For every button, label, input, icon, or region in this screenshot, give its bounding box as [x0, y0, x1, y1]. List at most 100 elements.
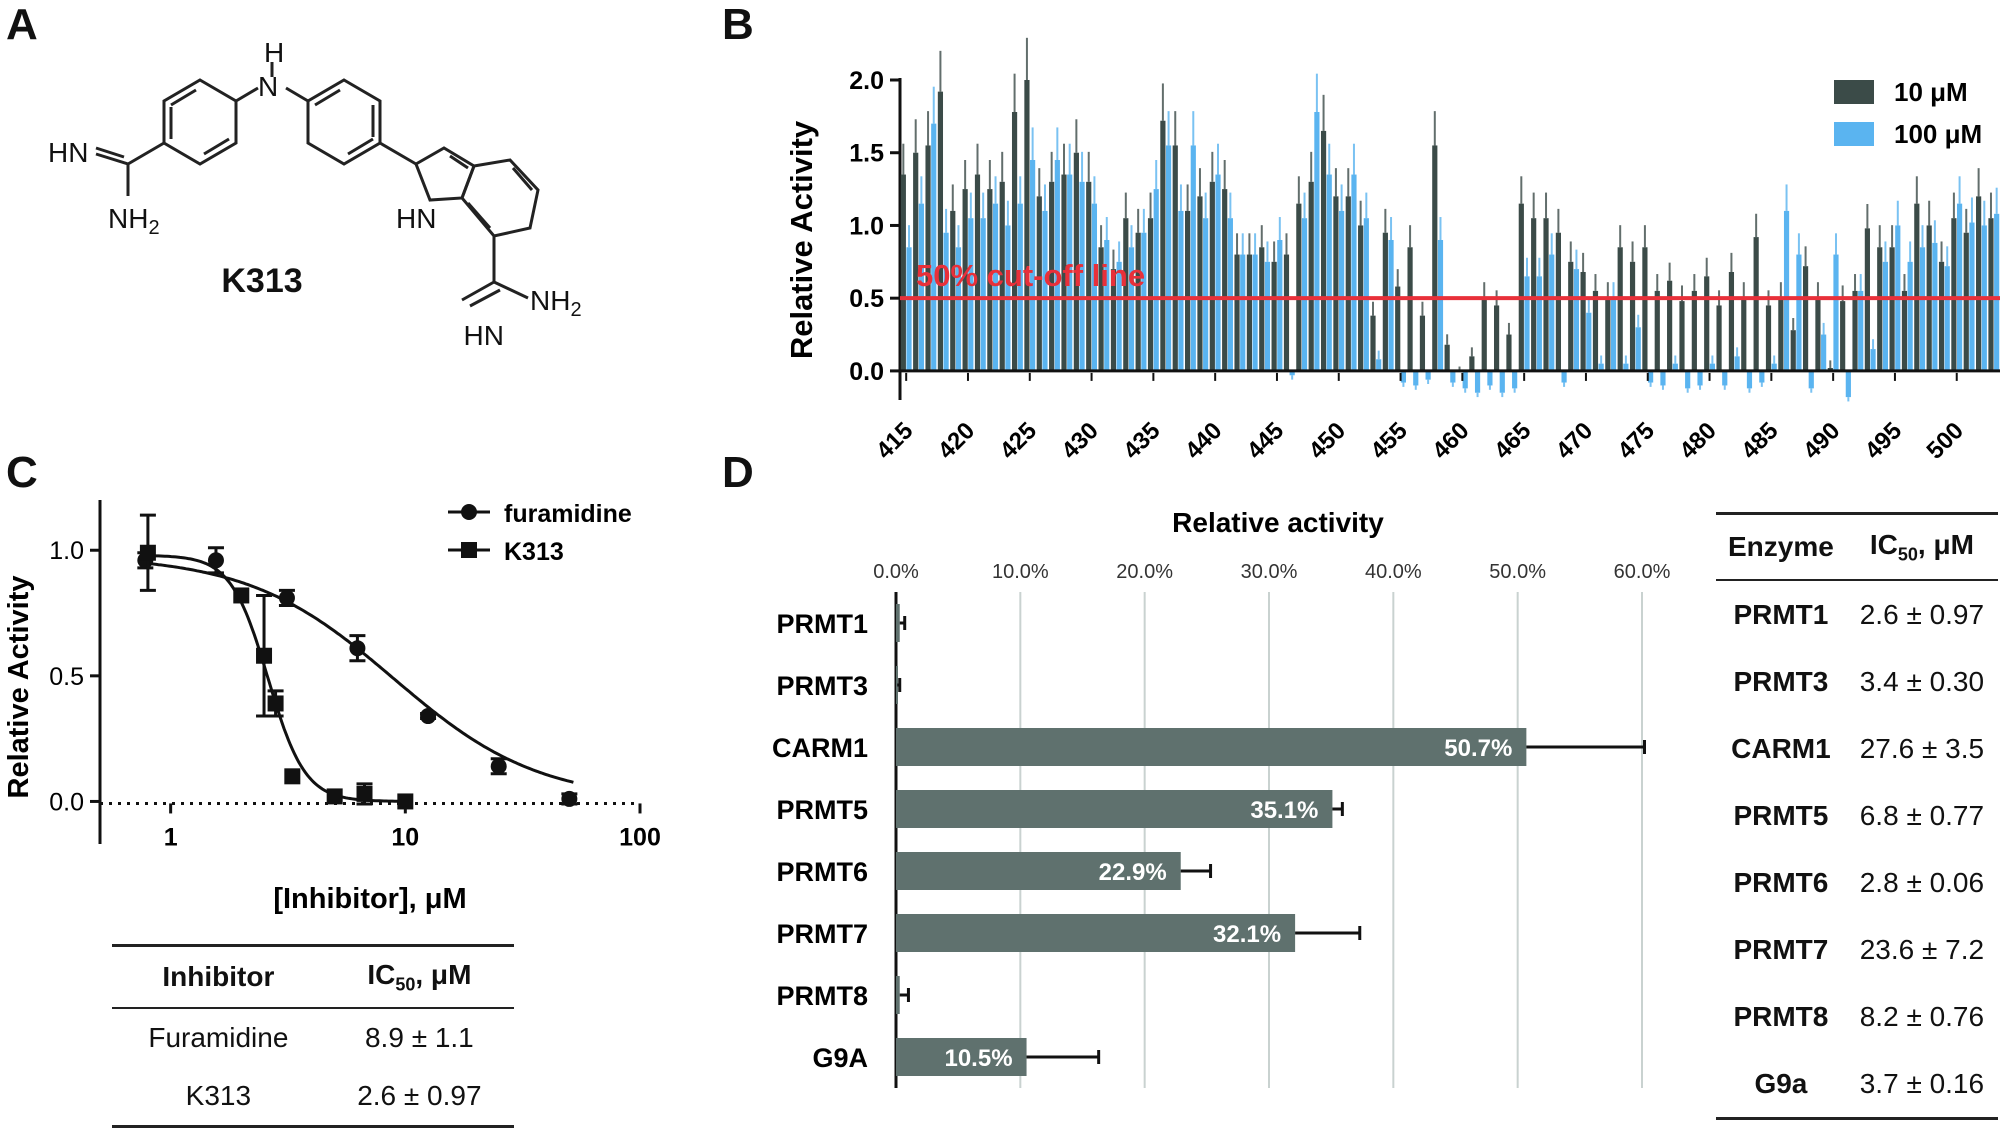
- bar-100um: [1252, 254, 1258, 371]
- legend-label: K313: [504, 538, 564, 566]
- bar-100um: [1808, 370, 1814, 389]
- ic50-table-d: Enzyme IC50, μM PRMT1 2.6 ± 0.97 PRMT3 3.4…: [1716, 512, 1998, 1120]
- bar-10um: [1704, 276, 1710, 371]
- legend-marker: [461, 542, 477, 558]
- bar-10um: [1494, 305, 1500, 371]
- table-cell: 6.8 ± 0.77: [1859, 799, 1985, 831]
- x-tick-label: 490: [1798, 417, 1845, 464]
- data-label: 10.5%: [944, 1045, 1012, 1072]
- bar-10um: [1543, 218, 1549, 371]
- legend-label: 100 μM: [1894, 119, 1982, 149]
- x-tick-label: 475: [1613, 417, 1660, 464]
- bar-100um: [1104, 240, 1110, 371]
- y-tick-label: 1.0: [849, 212, 884, 240]
- bar-100um: [1635, 327, 1641, 371]
- panel-label-b: B: [722, 0, 754, 49]
- bar-10um: [1073, 152, 1079, 371]
- table-cell: 3.7 ± 0.16: [1859, 1067, 1985, 1099]
- bar-100um: [1586, 312, 1592, 371]
- table-row: PRMT6 2.8 ± 0.06: [1716, 849, 1998, 916]
- x-tick-label: 445: [1242, 417, 1289, 464]
- point-k313: [256, 647, 273, 664]
- data-label: 22.9%: [1099, 859, 1167, 886]
- point-furamidine: [490, 758, 507, 775]
- bar-100um: [1425, 370, 1431, 380]
- bar-100um: [1672, 363, 1678, 371]
- bar-100um: [1128, 247, 1135, 371]
- point-k313: [356, 785, 373, 802]
- table-cell: PRMT7: [1733, 933, 1829, 965]
- bar-100um: [1956, 203, 1963, 371]
- bar-100um: [943, 232, 949, 371]
- bar-10um: [1283, 254, 1290, 371]
- bar-10um: [1605, 298, 1611, 371]
- point-k313: [139, 544, 156, 561]
- bar-100um: [1450, 370, 1456, 383]
- bar-10um: [1209, 181, 1215, 371]
- table-row: K313 2.6 ± 0.97: [112, 1067, 514, 1127]
- bar-100um: [1722, 370, 1728, 386]
- bar-100um: [1264, 261, 1271, 371]
- x-tick-label: 30.0%: [1241, 561, 1298, 583]
- bar-10um: [1358, 225, 1364, 371]
- data-label: 50.7%: [1444, 735, 1512, 762]
- table-row: G9a 3.7 ± 0.16: [1716, 1050, 1998, 1119]
- table-cell: PRMT1: [1733, 598, 1829, 630]
- bar-10um: [1976, 196, 1982, 371]
- legend-swatch: [1834, 122, 1874, 146]
- bar-100um: [1400, 370, 1406, 383]
- y-axis-title: Relative Activity: [784, 120, 819, 359]
- bar-100um: [1079, 181, 1085, 371]
- table-cell: 3.4 ± 0.30: [1859, 665, 1985, 697]
- bar-100um: [1981, 225, 1987, 371]
- bar-10um: [1790, 330, 1796, 371]
- y-tick-label: 2.0: [849, 67, 884, 95]
- bar-100um: [1314, 112, 1320, 371]
- legend-marker: [461, 504, 477, 520]
- bar-10um: [1320, 130, 1327, 371]
- bar-10um: [1765, 305, 1772, 371]
- bar-10um: [999, 181, 1005, 371]
- bar-10um: [1840, 301, 1846, 371]
- atom-hn-indole: HN: [396, 203, 436, 234]
- bar-10um: [1654, 290, 1660, 371]
- bar-100um: [1042, 210, 1048, 371]
- bar-10um: [1889, 247, 1895, 371]
- bar: [896, 1038, 1027, 1076]
- bar-100um: [1685, 370, 1691, 389]
- x-tick-label: 470: [1551, 417, 1598, 464]
- bar-100um: [1091, 203, 1098, 371]
- y-axis-title: Relative Activity: [3, 576, 35, 799]
- bar-100um: [931, 123, 937, 371]
- x-axis-title: [Inhibitor], μM: [273, 883, 466, 915]
- legend-label: furamidine: [504, 500, 632, 528]
- bar-100um: [1709, 363, 1715, 371]
- bar: [896, 914, 1296, 952]
- bar-10um: [1444, 344, 1450, 371]
- bar-10um: [1592, 290, 1599, 371]
- bar-10um: [1629, 261, 1636, 371]
- table-cell: PRMT5: [1733, 799, 1829, 831]
- bar-100um: [1437, 240, 1444, 371]
- bar-100um: [1376, 359, 1382, 371]
- bar-100um: [1499, 370, 1505, 393]
- bar-100um: [1783, 210, 1790, 371]
- bar-100um: [1660, 370, 1666, 386]
- bar-10um: [1667, 280, 1673, 371]
- bar-100um: [1326, 174, 1332, 371]
- bar-10um: [1914, 203, 1920, 371]
- bar-10um: [1506, 334, 1512, 371]
- bar-100um: [1512, 370, 1518, 389]
- bar-100um: [1759, 370, 1765, 383]
- bar-10um: [1642, 247, 1648, 371]
- bar-100um: [1845, 370, 1851, 398]
- x-tick-label: 60.0%: [1614, 561, 1671, 583]
- bar-10um: [974, 174, 981, 371]
- bar-100um: [955, 247, 962, 371]
- table-cell: 2.8 ± 0.06: [1859, 866, 1985, 898]
- bar-10um: [1728, 272, 1735, 371]
- bar-100um: [1339, 210, 1345, 371]
- bar-100um: [1994, 213, 2000, 371]
- x-tick-label: 50.0%: [1489, 561, 1546, 583]
- y-tick-label: 0.0: [49, 788, 84, 816]
